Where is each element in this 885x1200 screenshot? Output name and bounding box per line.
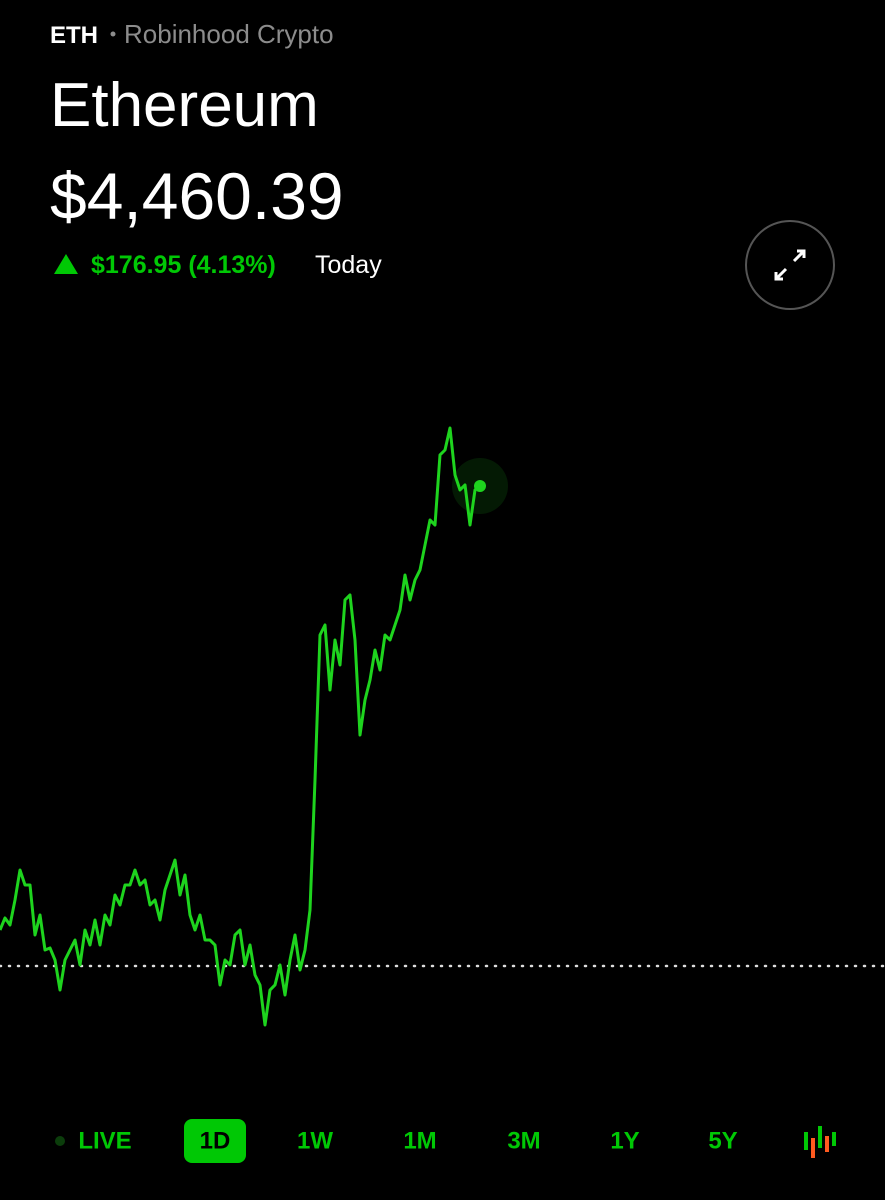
chart xyxy=(0,426,885,1027)
source: Robinhood Crypto xyxy=(124,19,334,49)
range-button[interactable]: 1D xyxy=(200,1127,231,1154)
live-dot xyxy=(474,479,486,492)
price: $4,460.39 xyxy=(50,159,344,233)
expand-circle[interactable] xyxy=(745,220,835,310)
range-button[interactable]: LIVE xyxy=(78,1127,131,1154)
expand-button[interactable] xyxy=(745,220,835,310)
candle-icon[interactable] xyxy=(811,1138,815,1158)
range-button[interactable]: 1W xyxy=(297,1127,333,1154)
expand-icon[interactable] xyxy=(774,249,806,281)
range-selected-bg[interactable] xyxy=(184,1119,246,1163)
candle-icon[interactable] xyxy=(832,1132,836,1146)
ticker: ETH xyxy=(50,22,98,49)
range-button[interactable]: 5Y xyxy=(708,1127,737,1154)
range-button[interactable]: 1M xyxy=(403,1127,436,1154)
range-button[interactable]: 3M xyxy=(507,1127,540,1154)
candle-icon[interactable] xyxy=(804,1132,808,1150)
candle-icon[interactable] xyxy=(818,1126,822,1148)
range-selector: LIVE 1D 1W 1M 3M 1Y 5Y xyxy=(55,1119,738,1163)
live-indicator xyxy=(55,1136,65,1146)
change: $176.95 (4.13%) xyxy=(91,251,276,279)
up-arrow xyxy=(54,254,78,274)
separator xyxy=(110,31,116,37)
period: Today xyxy=(315,251,382,279)
range-button[interactable]: 1Y xyxy=(610,1127,639,1154)
candle-icon[interactable] xyxy=(825,1136,829,1152)
asset-name: Ethereum xyxy=(50,71,319,140)
price-line xyxy=(0,426,481,1027)
candle-toggle[interactable] xyxy=(804,1126,836,1158)
